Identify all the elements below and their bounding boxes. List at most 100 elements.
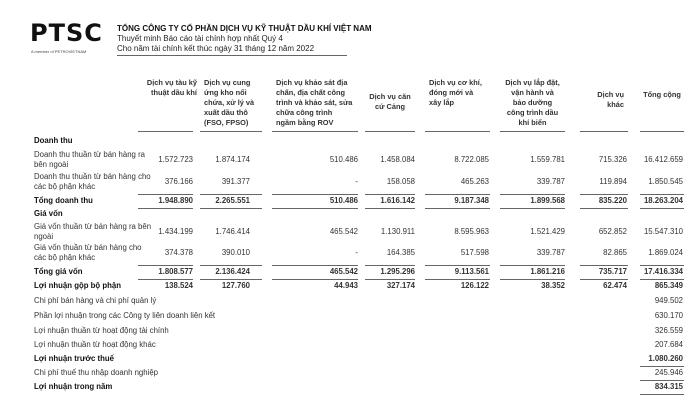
report-period: Cho năm tài chính kết thúc ngày 31 tháng… xyxy=(117,44,315,53)
column-header: Dịch vụ căn cứ Cảng xyxy=(369,92,411,111)
cell-value: 8.722.085 xyxy=(454,155,489,164)
cell-value: 630.170 xyxy=(654,311,683,320)
cell-value: 18.263.204 xyxy=(643,196,683,205)
total-rule xyxy=(200,208,262,209)
total-rule xyxy=(640,265,684,266)
column-underline xyxy=(365,131,415,132)
total-rule xyxy=(640,394,684,395)
cell-value: 652.852 xyxy=(598,227,627,236)
company-name: TỔNG CÔNG TY CỔ PHẦN DỊCH VỤ KỸ THUẬT DẦ… xyxy=(117,24,372,33)
cell-value: 9.113.561 xyxy=(454,267,489,276)
total-rule xyxy=(580,208,628,209)
column-underline xyxy=(640,131,684,132)
cell-value: 9.187.348 xyxy=(454,196,489,205)
cell-value: 138.524 xyxy=(164,281,193,290)
cell-value: 326.559 xyxy=(654,326,683,335)
cell-value: 126.122 xyxy=(460,281,489,290)
row-label: Lợi nhuận trong năm xyxy=(34,382,113,391)
total-rule xyxy=(500,208,565,209)
row-label: Chi phí thuế thu nhập doanh nghiệp xyxy=(34,368,158,377)
row-label: Phần lợi nhuận trong các Công ty liên do… xyxy=(34,311,216,320)
cell-value: 207.684 xyxy=(654,340,683,349)
total-rule xyxy=(640,380,684,381)
cell-value: 62.474 xyxy=(603,281,627,290)
column-underline xyxy=(272,131,358,132)
cell-value: 119.894 xyxy=(599,177,627,186)
cell-value: 1.521.429 xyxy=(530,227,565,236)
total-rule xyxy=(365,208,415,209)
total-rule xyxy=(640,194,684,195)
row-label: Giá vốn thuần từ bán hàng ra bên ngoài xyxy=(34,222,152,241)
total-rule xyxy=(138,208,193,209)
column-underline xyxy=(580,131,628,132)
logo-tagline: A member of PETROVIETNAM xyxy=(31,49,87,54)
cell-value: 245.946 xyxy=(654,368,683,377)
cell-value: 1.808.577 xyxy=(158,267,193,276)
cell-value: 1.850.545 xyxy=(648,177,683,186)
total-rule xyxy=(640,366,684,367)
cell-value: - xyxy=(355,248,358,257)
cell-value: 1.434.199 xyxy=(158,227,193,236)
total-rule xyxy=(272,265,358,266)
cell-value: 339.787 xyxy=(536,248,565,257)
column-header: Dịch vụ cơ khí, đóng mới và xây lắp xyxy=(429,78,482,107)
total-rule xyxy=(200,279,262,280)
cell-value: 8.595.963 xyxy=(454,227,489,236)
total-rule xyxy=(580,194,628,195)
cell-value: 1.869.024 xyxy=(648,248,683,257)
cell-value: 510.486 xyxy=(329,196,358,205)
cell-value: 390.010 xyxy=(221,248,250,257)
row-label: Chi phí bán hàng và chi phí quản lý xyxy=(34,296,157,305)
total-rule xyxy=(365,265,415,266)
cell-value: 15.547.310 xyxy=(643,227,683,236)
cell-value: 1.616.142 xyxy=(380,196,415,205)
total-rule xyxy=(500,194,565,195)
cell-value: 2.136.424 xyxy=(215,267,250,276)
row-label: Doanh thu thuần từ bán hàng cho các bộ p… xyxy=(34,172,151,191)
total-rule xyxy=(138,265,193,266)
cell-value: 1.572.723 xyxy=(158,155,193,164)
cell-value: 1.559.781 xyxy=(530,155,565,164)
column-underline xyxy=(138,131,193,132)
total-rule xyxy=(500,265,565,266)
cell-value: 327.174 xyxy=(386,281,415,290)
row-label: Lợi nhuận thuần từ hoạt động khác xyxy=(34,340,156,349)
cell-value: 949.502 xyxy=(654,296,683,305)
total-rule xyxy=(138,194,193,195)
column-header: Dịch vụ tàu kỹ thuật dầu khí xyxy=(146,78,197,97)
row-label: Lợi nhuận trước thuế xyxy=(34,354,114,363)
cell-value: 44.943 xyxy=(334,281,358,290)
total-rule xyxy=(640,208,684,209)
total-rule xyxy=(365,279,415,280)
cell-value: 1.874.174 xyxy=(215,155,250,164)
cell-value: 465.542 xyxy=(329,227,358,236)
cell-value: 17.416.334 xyxy=(643,267,683,276)
document-title: Thuyết minh Báo cáo tài chính hợp nhất Q… xyxy=(117,34,283,43)
cell-value: 164.385 xyxy=(386,248,415,257)
cell-value: 158.058 xyxy=(386,177,415,186)
column-underline xyxy=(500,131,565,132)
cell-value: 510.486 xyxy=(329,155,358,164)
column-header: Dịch vụ khảo sát địa chấn, địa chất công… xyxy=(276,78,353,127)
cell-value: 465.263 xyxy=(460,177,489,186)
cell-value: 38.352 xyxy=(541,281,565,290)
cell-value: 127.760 xyxy=(221,281,250,290)
total-rule xyxy=(272,194,358,195)
row-label: Giá vốn xyxy=(34,209,63,218)
total-rule xyxy=(200,265,262,266)
column-underline xyxy=(425,131,490,132)
total-rule xyxy=(500,279,565,280)
cell-value: 339.787 xyxy=(536,177,565,186)
total-rule xyxy=(200,194,262,195)
row-label: Tổng giá vốn xyxy=(34,267,83,276)
total-rule xyxy=(640,279,684,280)
total-rule xyxy=(425,265,490,266)
cell-value: 1.899.568 xyxy=(530,196,565,205)
cell-value: 374.378 xyxy=(164,248,193,257)
total-rule xyxy=(272,279,358,280)
cell-value: 1.458.084 xyxy=(380,155,415,164)
column-underline xyxy=(200,131,262,132)
total-rule xyxy=(365,194,415,195)
column-header: Dịch vụ khác xyxy=(597,90,624,109)
